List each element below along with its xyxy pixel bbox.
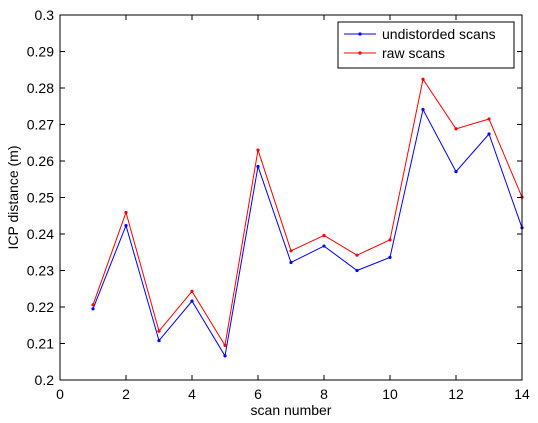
legend: undistorded scans raw scans	[337, 21, 515, 69]
data-point	[454, 169, 458, 174]
data-point	[355, 268, 359, 273]
legend-box	[337, 21, 515, 69]
legend-swatch-marker	[358, 32, 362, 36]
y-tick-label: 0.28	[27, 80, 54, 96]
data-point	[487, 117, 491, 121]
x-tick-label: 14	[514, 386, 530, 402]
legend-entry-label: raw scans	[382, 45, 445, 61]
data-point	[124, 210, 128, 215]
legend-entry-label: undistorded scans	[382, 26, 496, 42]
y-axis-label: ICP distance (m)	[5, 146, 21, 250]
data-point	[256, 164, 260, 169]
data-point	[289, 249, 293, 253]
data-point	[487, 132, 491, 136]
series-line-1	[92, 108, 523, 358]
x-tick-label: 10	[382, 386, 398, 402]
y-tick-label: 0.3	[35, 7, 55, 23]
data-point	[91, 307, 95, 311]
data-point	[421, 77, 425, 81]
data-point	[388, 238, 392, 242]
data-point	[157, 329, 161, 333]
series-line-2	[92, 77, 523, 347]
series-2	[91, 77, 524, 347]
y-tick-label: 0.2	[35, 372, 55, 388]
x-axis-label: scan number	[251, 402, 332, 418]
ticks-layer: 0 2 4 6 8 10 12 14 0.2 0.21 0.22 0.23 0.24 0.25 0.26 0.…	[27, 7, 530, 402]
data-point	[124, 224, 128, 228]
y-tick-label: 0.24	[27, 226, 54, 242]
data-point	[289, 260, 293, 265]
x-tick-label: 8	[320, 386, 328, 402]
x-tick-label: 0	[56, 386, 64, 402]
x-tick-label: 12	[448, 386, 464, 402]
data-point	[322, 233, 326, 238]
y-tick-label: 0.26	[27, 153, 54, 169]
y-tick-label: 0.27	[27, 117, 54, 133]
data-point	[190, 299, 194, 303]
x-tick-label: 2	[122, 386, 130, 402]
data-point	[223, 343, 227, 347]
data-point	[421, 107, 425, 112]
data-point	[157, 338, 161, 343]
x-tick-label: 6	[254, 386, 262, 402]
data-point	[355, 253, 359, 257]
data-point	[454, 127, 458, 131]
data-point	[190, 289, 194, 293]
y-tick-label: 0.29	[27, 44, 54, 60]
y-tick-label: 0.21	[27, 336, 54, 352]
plot-background	[60, 15, 522, 380]
data-point	[256, 148, 260, 152]
y-tick-label: 0.23	[27, 263, 54, 279]
data-point	[388, 255, 392, 259]
y-tick-label: 0.25	[27, 190, 54, 206]
y-tick-label: 0.22	[27, 299, 54, 315]
data-point	[91, 303, 95, 307]
data-point	[322, 244, 326, 248]
legend-swatch-marker	[358, 51, 362, 55]
plot-area	[60, 15, 522, 380]
x-tick-label: 4	[188, 386, 196, 402]
data-point	[223, 354, 227, 358]
